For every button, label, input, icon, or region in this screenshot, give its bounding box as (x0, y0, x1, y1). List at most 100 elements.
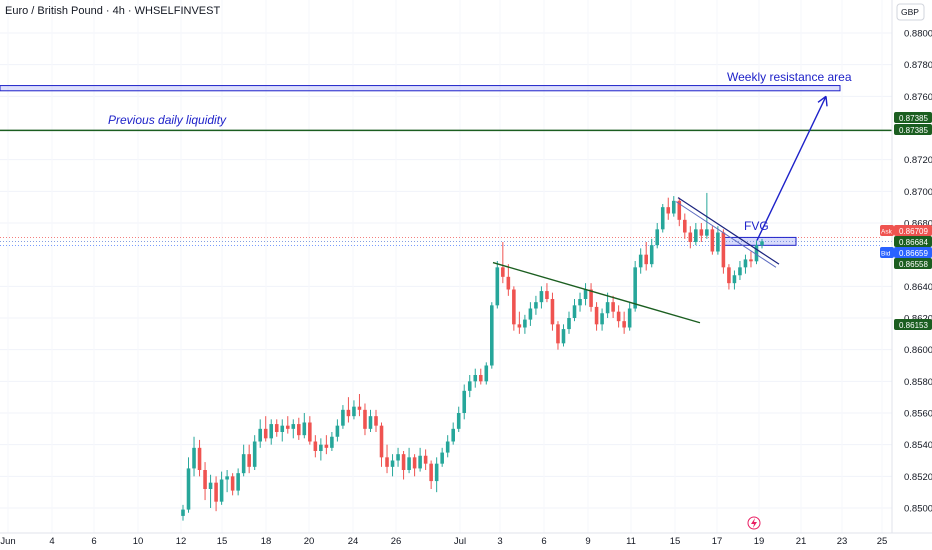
candle-body (197, 447, 202, 470)
ask-price-label: Ask 0.86709 (880, 225, 932, 236)
candle-body (506, 276, 511, 290)
ask-value-bg (894, 225, 932, 236)
low-price-label-b: 0.86153 (894, 319, 932, 330)
chart-title: Euro / British Pound · 4h · WHSELFINVEST (5, 5, 220, 17)
candle-body (274, 424, 279, 432)
candle-body (567, 318, 571, 330)
candle-body (341, 409, 345, 426)
low-b-text: 0.86153 (899, 321, 928, 330)
candle-body (390, 460, 395, 467)
x-tick-label: 21 (796, 536, 807, 547)
candle-body (556, 324, 560, 344)
candle-body (473, 375, 478, 382)
candle-body (705, 229, 709, 236)
grid (0, 32, 892, 509)
candle-body (467, 381, 472, 391)
candle-body (699, 229, 704, 236)
candle-body (285, 425, 290, 429)
candle-body (677, 200, 682, 220)
candle-body (192, 447, 196, 469)
candle-body (660, 207, 665, 230)
x-tick-label: 10 (133, 536, 144, 547)
currency-badge[interactable] (896, 3, 925, 21)
candle-body (655, 229, 660, 246)
currency-label: GBP (901, 7, 919, 17)
candle-body (517, 324, 522, 328)
lightning-icon[interactable] (747, 516, 761, 530)
candle-body (363, 409, 367, 429)
x-tick-label: Jul (454, 536, 466, 547)
projection-arrow-line (756, 96, 827, 241)
candle-body (186, 468, 191, 510)
candle-body (379, 425, 384, 458)
candle-body (313, 441, 318, 451)
candle-body (434, 463, 439, 482)
fvg-label: FVG (744, 219, 769, 233)
candle-body (374, 416, 378, 426)
candle-body (649, 245, 654, 265)
x-tick-label: 3 (497, 536, 502, 547)
candle-body (754, 245, 759, 262)
candle-body (429, 463, 433, 482)
candle-body (605, 302, 610, 314)
candle-body (572, 305, 577, 318)
bid-value-bg (894, 247, 932, 258)
candle-body (594, 306, 599, 325)
x-tick-label: 24 (348, 536, 359, 547)
candle-body (644, 254, 648, 265)
candle-body (490, 305, 494, 366)
candle-body (346, 409, 351, 417)
candle-body (247, 454, 251, 467)
x-tick-label: 12 (176, 536, 187, 547)
bid-tag-bg (880, 247, 894, 258)
candle-body (550, 299, 555, 325)
candle-body (241, 454, 246, 474)
candle-body (539, 291, 544, 303)
candle-body (666, 207, 671, 214)
candle-body (319, 444, 323, 451)
x-tick-label: 19 (754, 536, 765, 547)
candle-body (440, 452, 444, 464)
ask-tag-bg (880, 225, 894, 236)
candle-body (578, 299, 582, 306)
x-tick-label: 15 (670, 536, 681, 547)
candle-body (456, 413, 461, 429)
time-axis[interactable]: Jun 4 6 10 12 15 18 20 24 26 Jul 3 6 9 11 15 17 19 21 23 25 (0, 536, 887, 547)
candle-body (512, 289, 516, 325)
last-price-text: 0.86684 (899, 238, 928, 247)
candle-body (418, 455, 422, 469)
channel-line-lower (675, 201, 777, 268)
candle-body (263, 428, 268, 439)
candle-body (627, 308, 632, 328)
candle-body (583, 289, 588, 299)
candle-body (688, 232, 693, 242)
candle-body (324, 444, 329, 448)
candle-body (501, 267, 505, 277)
previous-daily-liquidity-label: Previous daily liquidity (108, 113, 227, 127)
candle-body (280, 425, 285, 432)
candle-body (716, 232, 720, 252)
x-tick-label: 15 (217, 536, 228, 547)
candle-body (600, 313, 604, 325)
x-tick-label: 17 (712, 536, 723, 547)
x-tick-label: 9 (585, 536, 590, 547)
liquidity-price-label-b: 0.87385 (894, 124, 932, 135)
weekly-resistance-zone (0, 85, 841, 92)
candle-body (252, 441, 257, 467)
bid-value-text: 0.86659 (899, 249, 928, 258)
candle-body (484, 365, 489, 382)
candle-body (528, 308, 533, 320)
candle-body (721, 232, 726, 268)
candle-body (495, 267, 500, 306)
candle-body (743, 259, 748, 268)
